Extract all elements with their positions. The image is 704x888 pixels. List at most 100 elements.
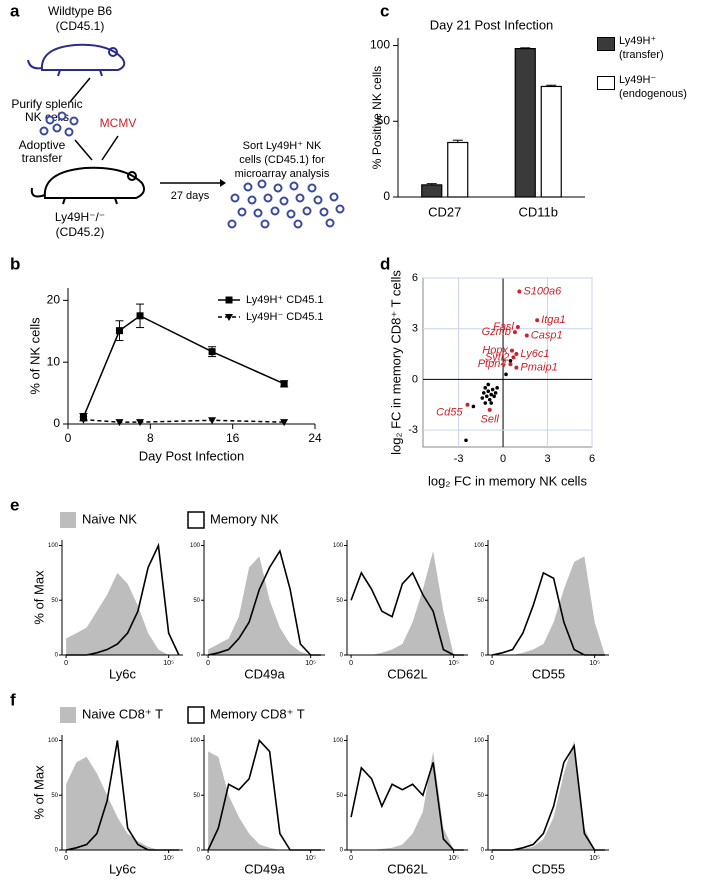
x-tick-label: -3 (454, 453, 464, 465)
y-tick-label: -3 (408, 424, 418, 436)
point (493, 391, 498, 395)
point (480, 396, 485, 400)
point (489, 392, 493, 397)
arrow (69, 77, 91, 103)
y-tick-label: 100 (190, 543, 201, 549)
point (481, 391, 486, 395)
bar (447, 141, 469, 198)
arrow (74, 139, 93, 161)
legend-label: Naive CD8⁺ T (82, 706, 163, 721)
x-tick-label: 10⁵ (305, 660, 316, 667)
legend-label: Memory NK (210, 511, 279, 526)
legend-label: Ly49H⁻ (endogenous) (619, 74, 687, 100)
legend-label: Memory CD8⁺ T (210, 706, 305, 721)
x-tick-label: 0 (490, 855, 494, 862)
point (495, 386, 499, 390)
gene-point (515, 325, 520, 330)
legend-label: Naive NK (82, 511, 137, 526)
point (490, 387, 495, 392)
y-tick-label: 0 (340, 848, 344, 854)
point (484, 394, 489, 399)
y-tick-label: 0 (412, 373, 418, 385)
x-tick-label: 0 (206, 660, 210, 667)
x-tick-label: 16 (226, 431, 240, 445)
y-tick-label: 0 (481, 653, 485, 659)
time-label: 27 days (171, 190, 210, 202)
x-axis-label: CD55 (532, 861, 565, 876)
y-tick-label: 0 (481, 848, 485, 854)
y-tick-label: 50 (477, 598, 484, 604)
gene-point (512, 330, 517, 335)
x-axis-label: Day Post Infection (139, 448, 245, 463)
legend-swatch (597, 76, 615, 90)
x-tick-label: 0 (206, 855, 210, 862)
sort-label: Sort Ly49H⁺ NK (243, 140, 322, 152)
bar (421, 184, 443, 198)
marker (208, 417, 217, 425)
marker (136, 419, 145, 427)
y-tick-label: 100 (474, 738, 485, 744)
step-label: Purify splenic (11, 97, 82, 111)
y-axis-label: % of NK cells (27, 317, 42, 395)
gene-label: Ly6c1 (520, 348, 549, 360)
series-line (82, 314, 285, 418)
step-label: Adoptive (19, 138, 66, 152)
y-tick-label: 0 (53, 416, 60, 430)
arrow (101, 135, 119, 161)
bar (514, 47, 536, 198)
legend-swatch (187, 511, 205, 529)
marker (115, 327, 123, 335)
memory-histogram (350, 571, 464, 656)
x-tick-label: CD27 (428, 204, 461, 219)
point (471, 404, 476, 409)
x-axis-label: CD49a (244, 666, 285, 681)
recipient-label: Ly49H⁻/⁻ (55, 210, 105, 224)
nk-cells (39, 111, 79, 137)
x-tick-label: 24 (308, 431, 322, 445)
naive-histogram (492, 740, 605, 850)
y-tick-label: 100 (333, 738, 344, 744)
x-axis-label: CD55 (532, 666, 565, 681)
gene-label: Cd55 (436, 407, 463, 419)
point (492, 394, 496, 399)
sorted-cells (227, 179, 345, 229)
gene-point (524, 333, 529, 338)
y-tick-label: 50 (336, 598, 343, 604)
point (487, 397, 492, 402)
x-axis-label: CD62L (387, 861, 427, 876)
point (504, 372, 508, 377)
y-tick-label: 0 (197, 848, 201, 854)
y-tick-label: 100 (48, 738, 59, 744)
naive-histogram (208, 556, 321, 655)
y-tick-label: 50 (51, 793, 58, 799)
marker (280, 419, 289, 427)
y-tick-label: 100 (48, 543, 59, 549)
gene-point (465, 402, 470, 407)
legend-marker (225, 314, 233, 321)
y-tick-label: 10 (47, 354, 61, 368)
gene-label: Fasl (493, 321, 514, 333)
gene-point (517, 289, 522, 294)
y-tick-label: 20 (47, 293, 61, 307)
x-tick-label: 0 (64, 855, 68, 862)
panel-label: e (10, 495, 19, 514)
memory-histogram (207, 548, 321, 656)
y-tick-label: 0 (197, 653, 201, 659)
x-tick-label: 0 (64, 660, 68, 667)
panel-label: b (10, 254, 20, 273)
legend-label: Ly49H⁺ CD45.1 (246, 294, 324, 306)
panel-label: c (380, 1, 389, 20)
gene-label: Gzmb (482, 326, 511, 338)
x-tick-label: 10⁵ (448, 855, 459, 862)
x-tick-label: 0 (500, 453, 506, 465)
gene-point (511, 355, 516, 360)
x-axis-label: log₂ FC in memory NK cells (428, 473, 587, 488)
donor-label: Wildtype B6 (48, 4, 112, 18)
x-tick-label: 10⁵ (305, 855, 316, 862)
y-tick-label: 0 (340, 653, 344, 659)
memory-histogram (350, 762, 464, 851)
x-tick-label: 0 (349, 855, 353, 862)
legend-label: Ly49H⁺ (transfer) (619, 35, 664, 61)
marker (280, 380, 288, 388)
y-tick-label: 100 (474, 543, 485, 549)
